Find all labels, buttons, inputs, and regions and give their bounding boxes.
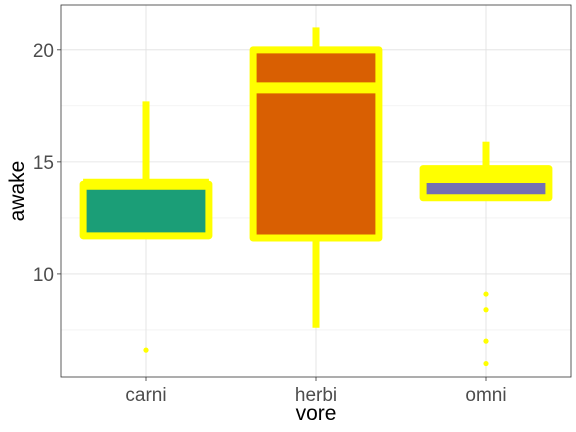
- outlier-point-omni: [483, 291, 489, 297]
- y-tick-label: 10: [33, 265, 54, 286]
- outlier-point-omni: [483, 307, 489, 313]
- x-axis-ticks: carni herbi omni: [125, 377, 507, 406]
- box-omni: [419, 141, 553, 367]
- y-axis-title: awake: [6, 161, 29, 222]
- y-axis-ticks: 10 15 20: [33, 41, 61, 286]
- x-tick-label-omni: omni: [465, 385, 506, 406]
- outlier-point-carni: [143, 347, 149, 353]
- y-tick-label: 20: [33, 41, 54, 62]
- outlier-point-omni: [483, 360, 489, 367]
- x-tick-label-herbi: herbi: [295, 385, 337, 406]
- x-tick-label-carni: carni: [125, 385, 166, 406]
- box-body-carni: [79, 180, 213, 240]
- box-carni: [79, 101, 213, 353]
- x-axis-title: vore: [296, 402, 337, 425]
- box-body-herbi: [249, 46, 383, 242]
- y-tick-label: 15: [33, 153, 54, 174]
- outlier-point-omni: [483, 338, 489, 344]
- box-series: [79, 27, 553, 367]
- box-herbi: [249, 27, 383, 328]
